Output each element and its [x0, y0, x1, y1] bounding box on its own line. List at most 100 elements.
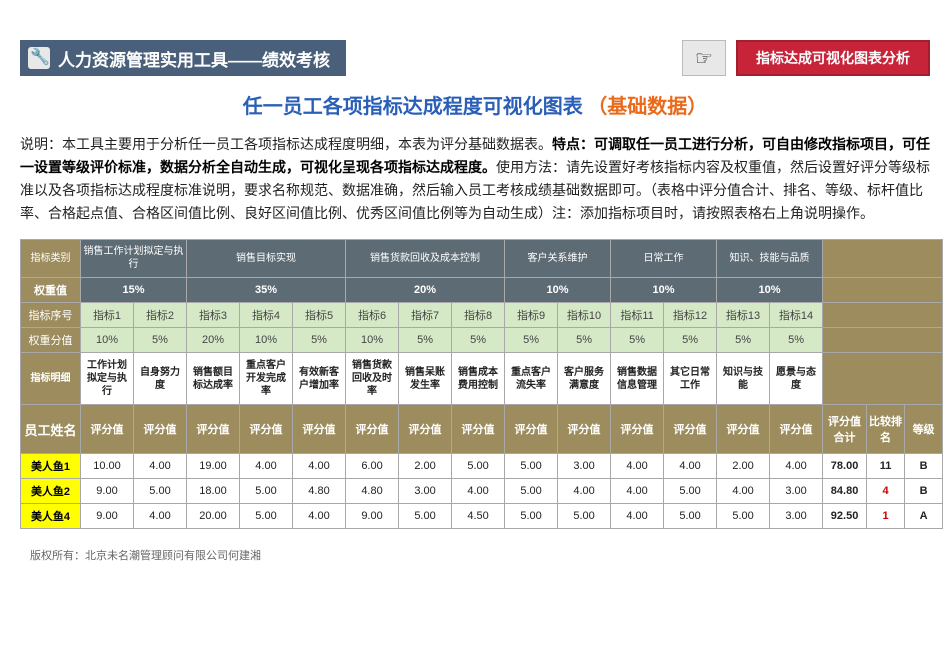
- cell: 10%: [81, 328, 134, 353]
- cell: 5.00: [505, 504, 558, 529]
- cell: 其它日常工作: [664, 353, 717, 405]
- cell: 20%: [346, 278, 505, 303]
- cell: 指标类别: [21, 240, 81, 278]
- cell: 评分值: [346, 405, 399, 454]
- cell: [823, 353, 943, 405]
- cell: 指标4: [240, 303, 293, 328]
- header-title: 人力资源管理实用工具——绩效考核: [58, 46, 330, 71]
- cell: 评分值: [611, 405, 664, 454]
- cell: 11: [867, 454, 905, 479]
- cell: [823, 303, 943, 328]
- cell: 评分值: [558, 405, 611, 454]
- cell: 35%: [187, 278, 346, 303]
- cell: 比较排名: [867, 405, 905, 454]
- cell: 5.00: [664, 504, 717, 529]
- cell: 4.00: [611, 504, 664, 529]
- cell: 权重值: [21, 278, 81, 303]
- cell: B: [905, 454, 943, 479]
- cell: 美人鱼2: [21, 479, 81, 504]
- cell: 指标10: [558, 303, 611, 328]
- header-title-box: 人力资源管理实用工具——绩效考核: [20, 40, 346, 76]
- cell: 有效新客户增加率: [293, 353, 346, 405]
- row-employee: 美人鱼29.005.0018.005.004.804.803.004.005.0…: [21, 479, 943, 504]
- cell: 15%: [81, 278, 187, 303]
- cell: 10%: [240, 328, 293, 353]
- cell: [823, 240, 943, 278]
- cell: 4.80: [293, 479, 346, 504]
- cell: 指标8: [452, 303, 505, 328]
- cell: 自身努力度: [134, 353, 187, 405]
- row-weight-split: 权重分值10%5%20%10%5%10%5%5%5%5%5%5%5%5%: [21, 328, 943, 353]
- cell: 4.00: [134, 504, 187, 529]
- cell: 4.00: [240, 454, 293, 479]
- row-seq: 指标序号指标1指标2指标3指标4指标5指标6指标7指标8指标9指标10指标11指…: [21, 303, 943, 328]
- cell: 销售货款回收及时率: [346, 353, 399, 405]
- pointer-icon: ☞: [682, 40, 726, 76]
- cell: A: [905, 504, 943, 529]
- cell: 指标14: [770, 303, 823, 328]
- footer-copyright: 版权所有：北京未名潮管理顾问有限公司何建湘: [20, 547, 930, 563]
- cell: 权重分值: [21, 328, 81, 353]
- cell: 5.00: [240, 504, 293, 529]
- cell: 4.00: [611, 454, 664, 479]
- page-container: 人力资源管理实用工具——绩效考核 ☞ 指标达成可视化图表分析 任一员工各项指标达…: [0, 0, 950, 573]
- cell: [823, 328, 943, 353]
- cell: 5.00: [664, 479, 717, 504]
- performance-table: 指标类别销售工作计划拟定与执行销售目标实现销售货款回收及成本控制客户关系维护日常…: [20, 239, 943, 529]
- row-employee: 美人鱼110.004.0019.004.004.006.002.005.005.…: [21, 454, 943, 479]
- cell: 销售额目标达成率: [187, 353, 240, 405]
- cell: 4.00: [611, 479, 664, 504]
- cell: 评分值: [81, 405, 134, 454]
- cell: 2.00: [399, 454, 452, 479]
- cell: 评分值: [134, 405, 187, 454]
- cell: 指标12: [664, 303, 717, 328]
- cell: 4.00: [134, 454, 187, 479]
- cell: 3.00: [558, 454, 611, 479]
- cell: 5.00: [134, 479, 187, 504]
- cell: 4.00: [558, 479, 611, 504]
- cell: 客户关系维护: [505, 240, 611, 278]
- cell: 评分值: [664, 405, 717, 454]
- cell: 5.00: [240, 479, 293, 504]
- cell: 5%: [399, 328, 452, 353]
- cell: 评分值: [187, 405, 240, 454]
- cell: 20%: [187, 328, 240, 353]
- cell: 指标9: [505, 303, 558, 328]
- cell: 评分值: [293, 405, 346, 454]
- cell: 4.00: [293, 504, 346, 529]
- cell: 销售目标实现: [187, 240, 346, 278]
- cell: 知识、技能与品质: [717, 240, 823, 278]
- cell: 3.00: [399, 479, 452, 504]
- cell: 5%: [134, 328, 187, 353]
- cell: 评分值: [240, 405, 293, 454]
- cell: 指标7: [399, 303, 452, 328]
- row-weight: 权重值15%35%20%10%10%10%: [21, 278, 943, 303]
- cell: 5.00: [717, 504, 770, 529]
- cell: 销售货款回收及成本控制: [346, 240, 505, 278]
- cell: 知识与技能: [717, 353, 770, 405]
- cell: 5.00: [558, 504, 611, 529]
- cell: 84.80: [823, 479, 867, 504]
- cell: 20.00: [187, 504, 240, 529]
- cell: 美人鱼1: [21, 454, 81, 479]
- cell: 5%: [717, 328, 770, 353]
- chart-analysis-button[interactable]: 指标达成可视化图表分析: [736, 40, 930, 76]
- cell: 工作计划拟定与执行: [81, 353, 134, 405]
- cell: 指标6: [346, 303, 399, 328]
- desc-part1: 说明：本工具主要用于分析任一员工各项指标达成程度明细，本表为评分基础数据表。: [20, 136, 552, 152]
- cell: 指标5: [293, 303, 346, 328]
- cell: 评分值: [505, 405, 558, 454]
- cell: 重点客户开发完成率: [240, 353, 293, 405]
- cell: 评分值: [399, 405, 452, 454]
- cell: 10.00: [81, 454, 134, 479]
- cell: 销售呆账发生率: [399, 353, 452, 405]
- subtitle-main: 任一员工各项指标达成程度可视化图表: [243, 96, 583, 118]
- cell: 5%: [611, 328, 664, 353]
- cell: 1: [867, 504, 905, 529]
- cell: 4.00: [770, 454, 823, 479]
- cell: 10%: [717, 278, 823, 303]
- cell: 5.00: [505, 479, 558, 504]
- cell: 78.00: [823, 454, 867, 479]
- cell: 评分值: [770, 405, 823, 454]
- cell: 4: [867, 479, 905, 504]
